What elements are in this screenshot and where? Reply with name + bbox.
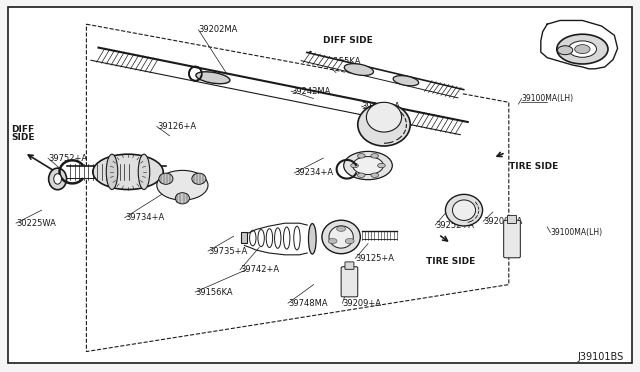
FancyBboxPatch shape xyxy=(508,215,516,224)
Ellipse shape xyxy=(366,102,402,132)
Circle shape xyxy=(357,154,365,158)
Text: 39100MA(LH): 39100MA(LH) xyxy=(550,228,602,237)
Circle shape xyxy=(575,45,590,54)
Polygon shape xyxy=(301,52,464,98)
Circle shape xyxy=(378,163,385,168)
Circle shape xyxy=(157,170,208,200)
Text: DIFF SIDE: DIFF SIDE xyxy=(323,36,373,45)
Text: 39752+A: 39752+A xyxy=(48,154,87,163)
Circle shape xyxy=(351,163,358,168)
Polygon shape xyxy=(244,223,307,255)
Ellipse shape xyxy=(159,173,173,185)
Circle shape xyxy=(345,238,354,244)
Circle shape xyxy=(568,41,596,57)
Text: 39242+A: 39242+A xyxy=(362,102,401,110)
Circle shape xyxy=(353,157,383,174)
Text: 39202MA: 39202MA xyxy=(198,25,238,34)
Ellipse shape xyxy=(54,174,61,184)
Text: 39126+A: 39126+A xyxy=(157,122,196,131)
Text: 30225WA: 30225WA xyxy=(16,219,56,228)
Text: 39734+A: 39734+A xyxy=(125,213,164,222)
FancyBboxPatch shape xyxy=(504,220,520,258)
Ellipse shape xyxy=(322,220,360,254)
Text: 39742+A: 39742+A xyxy=(240,265,279,274)
Text: 39209+A: 39209+A xyxy=(342,299,381,308)
Ellipse shape xyxy=(175,193,189,204)
Text: 39100MA(LH): 39100MA(LH) xyxy=(522,94,573,103)
Ellipse shape xyxy=(192,173,206,185)
Circle shape xyxy=(371,173,378,177)
Text: 39209MA: 39209MA xyxy=(483,217,523,226)
Circle shape xyxy=(344,151,392,180)
Circle shape xyxy=(337,226,346,231)
Polygon shape xyxy=(541,20,618,69)
Text: TIRE SIDE: TIRE SIDE xyxy=(426,257,475,266)
Circle shape xyxy=(328,238,337,244)
Polygon shape xyxy=(362,231,397,239)
FancyBboxPatch shape xyxy=(345,262,354,269)
Polygon shape xyxy=(67,166,166,178)
Ellipse shape xyxy=(393,76,419,86)
Ellipse shape xyxy=(284,227,290,249)
Ellipse shape xyxy=(266,229,273,247)
Ellipse shape xyxy=(258,230,264,247)
FancyBboxPatch shape xyxy=(341,267,358,297)
Circle shape xyxy=(371,154,378,158)
Text: SIDE: SIDE xyxy=(12,132,35,141)
Text: TIRE SIDE: TIRE SIDE xyxy=(509,162,558,171)
Text: 39155KA: 39155KA xyxy=(323,57,361,66)
Ellipse shape xyxy=(106,154,118,189)
Text: 39252+A: 39252+A xyxy=(435,221,474,230)
Polygon shape xyxy=(91,48,468,135)
Circle shape xyxy=(557,34,608,64)
Text: 39242MA: 39242MA xyxy=(291,87,331,96)
Ellipse shape xyxy=(308,224,316,254)
Circle shape xyxy=(557,46,573,55)
Text: J39101BS: J39101BS xyxy=(578,352,624,362)
Ellipse shape xyxy=(138,154,150,189)
Ellipse shape xyxy=(196,72,230,84)
Ellipse shape xyxy=(445,195,483,226)
Text: 39156KA: 39156KA xyxy=(195,288,233,296)
Text: 39735+A: 39735+A xyxy=(208,247,247,256)
Ellipse shape xyxy=(294,226,300,250)
Text: 39748MA: 39748MA xyxy=(288,299,328,308)
Text: 39125+A: 39125+A xyxy=(355,254,394,263)
Text: DIFF: DIFF xyxy=(12,125,35,134)
Bar xyxy=(241,232,247,243)
Ellipse shape xyxy=(358,103,410,146)
Ellipse shape xyxy=(49,168,67,190)
Ellipse shape xyxy=(275,228,281,248)
Ellipse shape xyxy=(452,200,476,220)
Ellipse shape xyxy=(93,154,163,189)
Circle shape xyxy=(357,173,365,177)
Ellipse shape xyxy=(344,64,374,76)
Ellipse shape xyxy=(329,226,353,248)
Text: 39234+A: 39234+A xyxy=(294,169,333,177)
Ellipse shape xyxy=(250,230,256,246)
